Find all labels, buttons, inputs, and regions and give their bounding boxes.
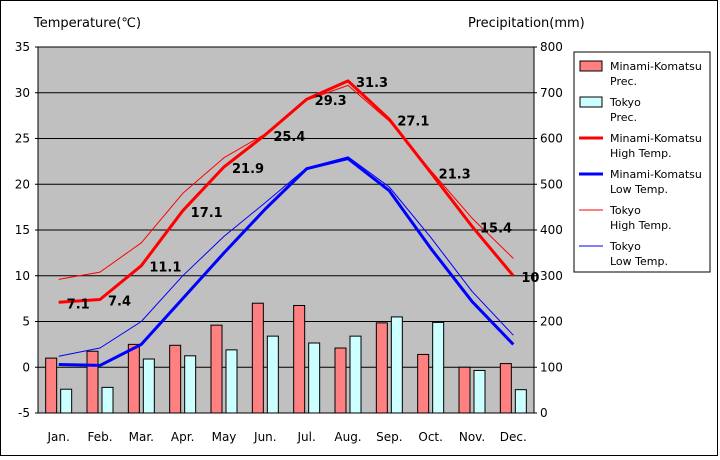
legend-label: Minami-Komatsu (610, 60, 702, 73)
category-label: Dec. (500, 430, 527, 444)
legend-label: Minami-Komatsu (610, 132, 702, 145)
temp-line (58, 157, 515, 367)
left-tick-label: 10 (15, 269, 30, 283)
precip-bar (210, 324, 223, 414)
category-label: Nov. (459, 430, 485, 444)
precip-bar (251, 302, 264, 414)
precip-bar (390, 316, 403, 414)
legend-box (573, 51, 711, 273)
left-tick-label: 15 (15, 223, 30, 237)
right-tick-label: 600 (540, 132, 563, 146)
precip-bar (86, 350, 99, 414)
left-tick-label: 0 (22, 360, 30, 374)
precip-bar (334, 347, 347, 414)
precip-bar (308, 342, 321, 414)
category-label: Feb. (87, 430, 112, 444)
data-label: 21.3 (439, 167, 471, 182)
data-label: 27.1 (397, 114, 429, 129)
right-tick-label: 200 (540, 315, 563, 329)
data-label: 31.3 (356, 76, 388, 91)
temp-line (58, 79, 515, 304)
category-label: May (212, 430, 237, 444)
right-tick-label: 400 (540, 223, 563, 237)
legend-label: Prec. (610, 111, 637, 124)
legend-label: Low Temp. (610, 255, 668, 268)
data-label: 21.9 (232, 162, 264, 177)
legend-label: Minami-Komatsu (610, 168, 702, 181)
left-tick-label: 35 (15, 40, 30, 54)
left-tick-label: 25 (15, 132, 30, 146)
data-label: 25.4 (273, 130, 305, 145)
category-label: Oct. (418, 430, 443, 444)
precip-bar (473, 369, 486, 414)
precip-bar (142, 358, 155, 414)
data-label: 17.1 (191, 206, 223, 221)
legend-label: High Temp. (610, 219, 672, 232)
category-label: Sep. (376, 430, 402, 444)
precip-bar (417, 353, 430, 414)
plot-area: 35302520151050-5800700600500400300200100… (15, 40, 563, 444)
category-label: Aug. (334, 430, 361, 444)
precip-bar (266, 335, 279, 414)
precip-bar (101, 386, 114, 414)
precip-bar (458, 366, 471, 414)
legend-swatch (579, 60, 603, 72)
legend: Minami-Komatsu Prec. Tokyo Prec. Minami-Koma… (573, 51, 711, 273)
precip-bar (293, 304, 306, 414)
left-tick-label: 30 (15, 86, 30, 100)
right-tick-label: 500 (540, 177, 563, 191)
data-label: 29.3 (315, 94, 347, 109)
precip-bar (45, 357, 58, 414)
precip-bar (127, 343, 140, 414)
right-tick-label: 300 (540, 269, 563, 283)
precip-bar (375, 322, 388, 414)
legend-label: High Temp. (610, 147, 672, 160)
data-label: 7.1 (67, 297, 90, 312)
precip-bar (225, 349, 238, 414)
precip-bar (184, 355, 197, 414)
precip-bar (514, 389, 527, 414)
precip-bar (349, 335, 362, 414)
data-label: 7.4 (108, 295, 131, 310)
left-axis-title: Temperature(℃) (33, 16, 141, 31)
category-label: Mar. (129, 430, 154, 444)
category-label: Jan. (47, 430, 70, 444)
left-tick-label: 20 (15, 177, 30, 191)
legend-label: Tokyo (609, 96, 641, 109)
temp-line (58, 156, 514, 357)
right-tick-label: 800 (540, 40, 563, 54)
right-axis-title: Precipitation(mm) (468, 16, 585, 31)
right-tick-label: 100 (540, 360, 563, 374)
precip-bar (432, 321, 445, 414)
precip-bar (499, 363, 512, 414)
left-tick-label: -5 (18, 406, 30, 420)
data-label: 10 (521, 271, 539, 286)
legend-label: Low Temp. (610, 183, 668, 196)
data-label: 11.1 (149, 261, 181, 276)
legend-label: Prec. (610, 75, 637, 88)
legend-label: Tokyo (609, 240, 641, 253)
data-label: 15.4 (480, 221, 512, 236)
legend-swatch (579, 96, 603, 108)
right-tick-label: 0 (540, 406, 548, 420)
legend-label: Tokyo (609, 204, 641, 217)
category-label: Apr. (171, 430, 194, 444)
precip-bar (60, 388, 73, 414)
category-label: Jul. (297, 430, 316, 444)
category-label: Jun. (253, 430, 277, 444)
left-tick-label: 5 (22, 315, 30, 329)
right-tick-label: 700 (540, 86, 563, 100)
precip-bar (169, 344, 182, 414)
